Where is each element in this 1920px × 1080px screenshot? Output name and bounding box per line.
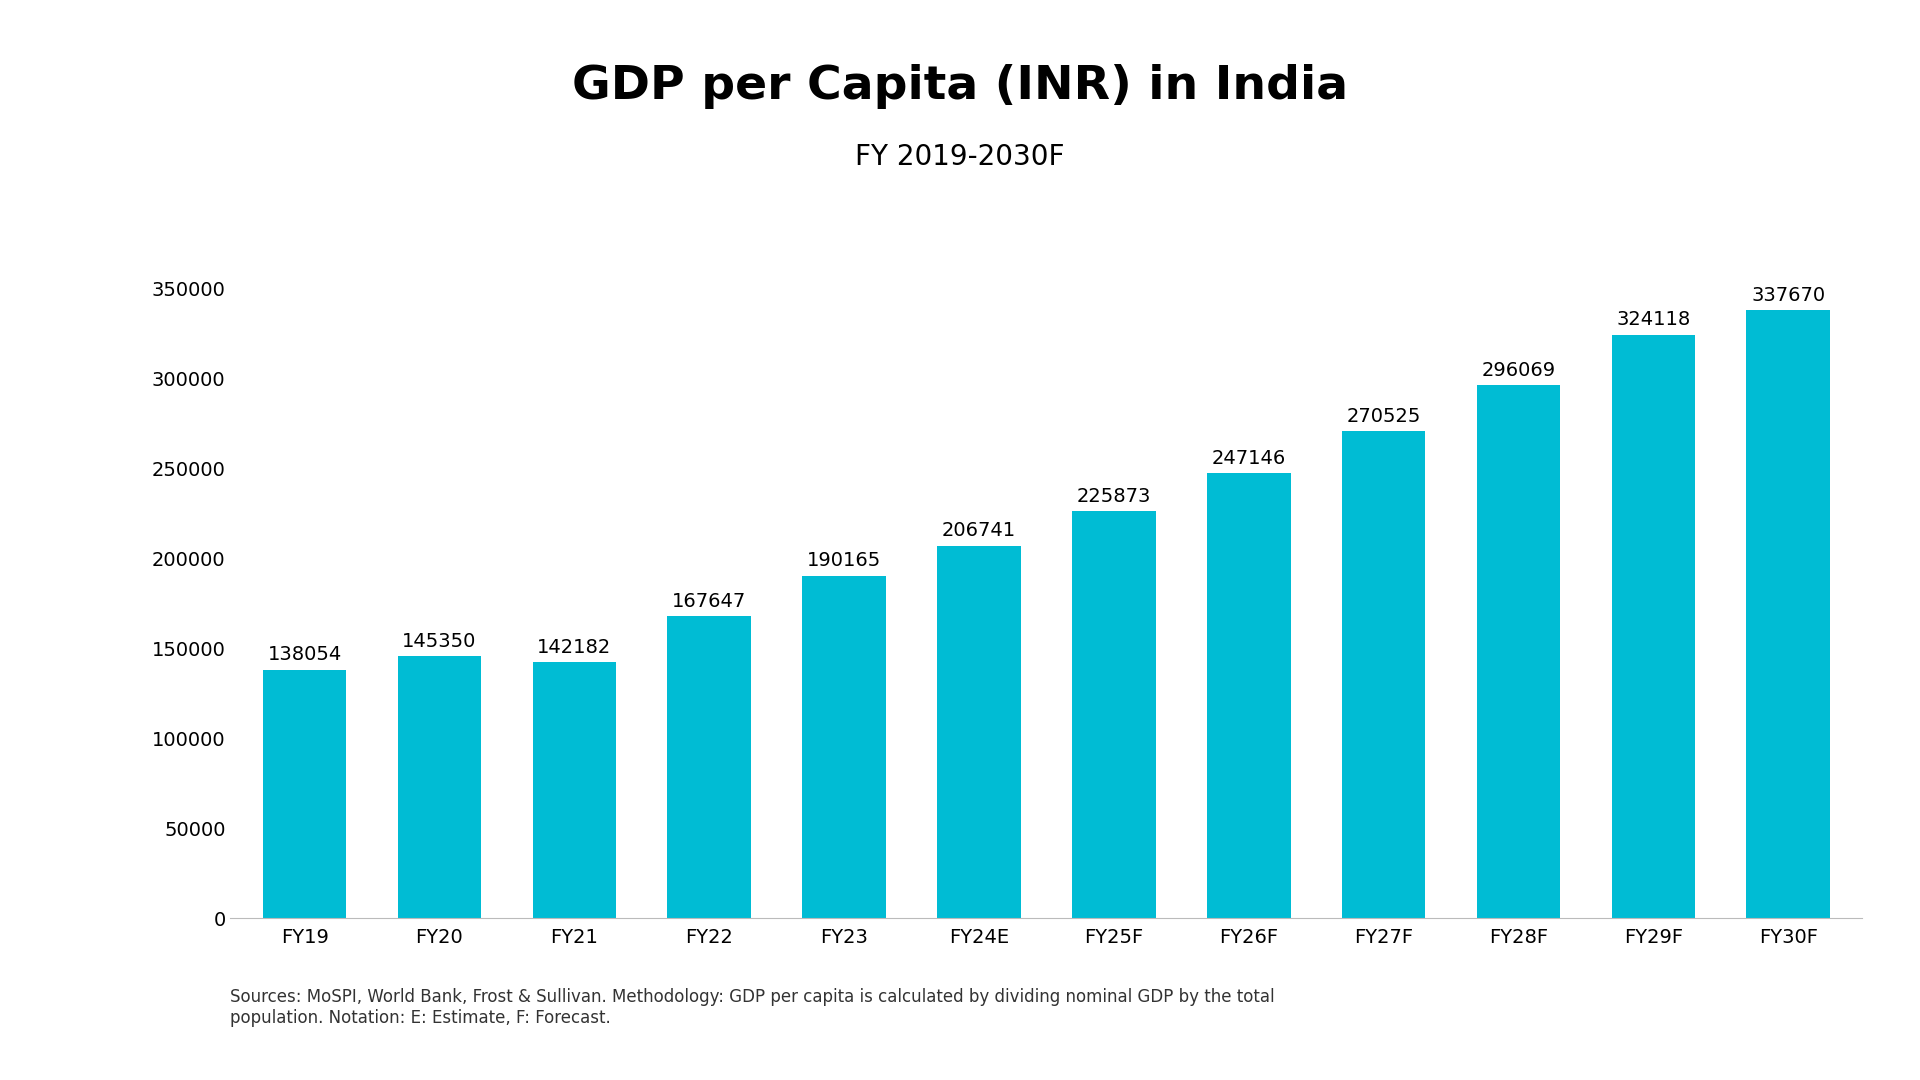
Text: 138054: 138054 xyxy=(267,645,342,664)
Text: 145350: 145350 xyxy=(403,632,476,651)
Bar xyxy=(937,545,1021,918)
Text: FY 2019-2030F: FY 2019-2030F xyxy=(854,143,1066,171)
Bar xyxy=(1071,512,1156,918)
Text: 225873: 225873 xyxy=(1077,487,1150,507)
Bar xyxy=(397,657,482,918)
Text: 190165: 190165 xyxy=(806,551,881,570)
Text: 247146: 247146 xyxy=(1212,448,1286,468)
Text: 337670: 337670 xyxy=(1751,286,1826,305)
Bar xyxy=(1342,431,1425,918)
Bar xyxy=(1476,386,1561,918)
Bar xyxy=(1747,310,1830,918)
Text: 167647: 167647 xyxy=(672,592,747,611)
Text: GDP per Capita (INR) in India: GDP per Capita (INR) in India xyxy=(572,64,1348,109)
Text: 142182: 142182 xyxy=(538,637,611,657)
Text: 206741: 206741 xyxy=(943,522,1016,540)
Bar xyxy=(532,662,616,918)
Bar xyxy=(263,670,346,918)
Bar xyxy=(1208,473,1290,918)
Bar xyxy=(1611,335,1695,918)
Text: 270525: 270525 xyxy=(1346,407,1421,426)
Bar xyxy=(668,617,751,918)
Text: 296069: 296069 xyxy=(1482,361,1555,380)
Text: Sources: MoSPI, World Bank, Frost & Sullivan. Methodology: GDP per capita is cal: Sources: MoSPI, World Bank, Frost & Sull… xyxy=(230,988,1275,1027)
Text: 324118: 324118 xyxy=(1617,310,1690,329)
Bar xyxy=(803,576,885,918)
